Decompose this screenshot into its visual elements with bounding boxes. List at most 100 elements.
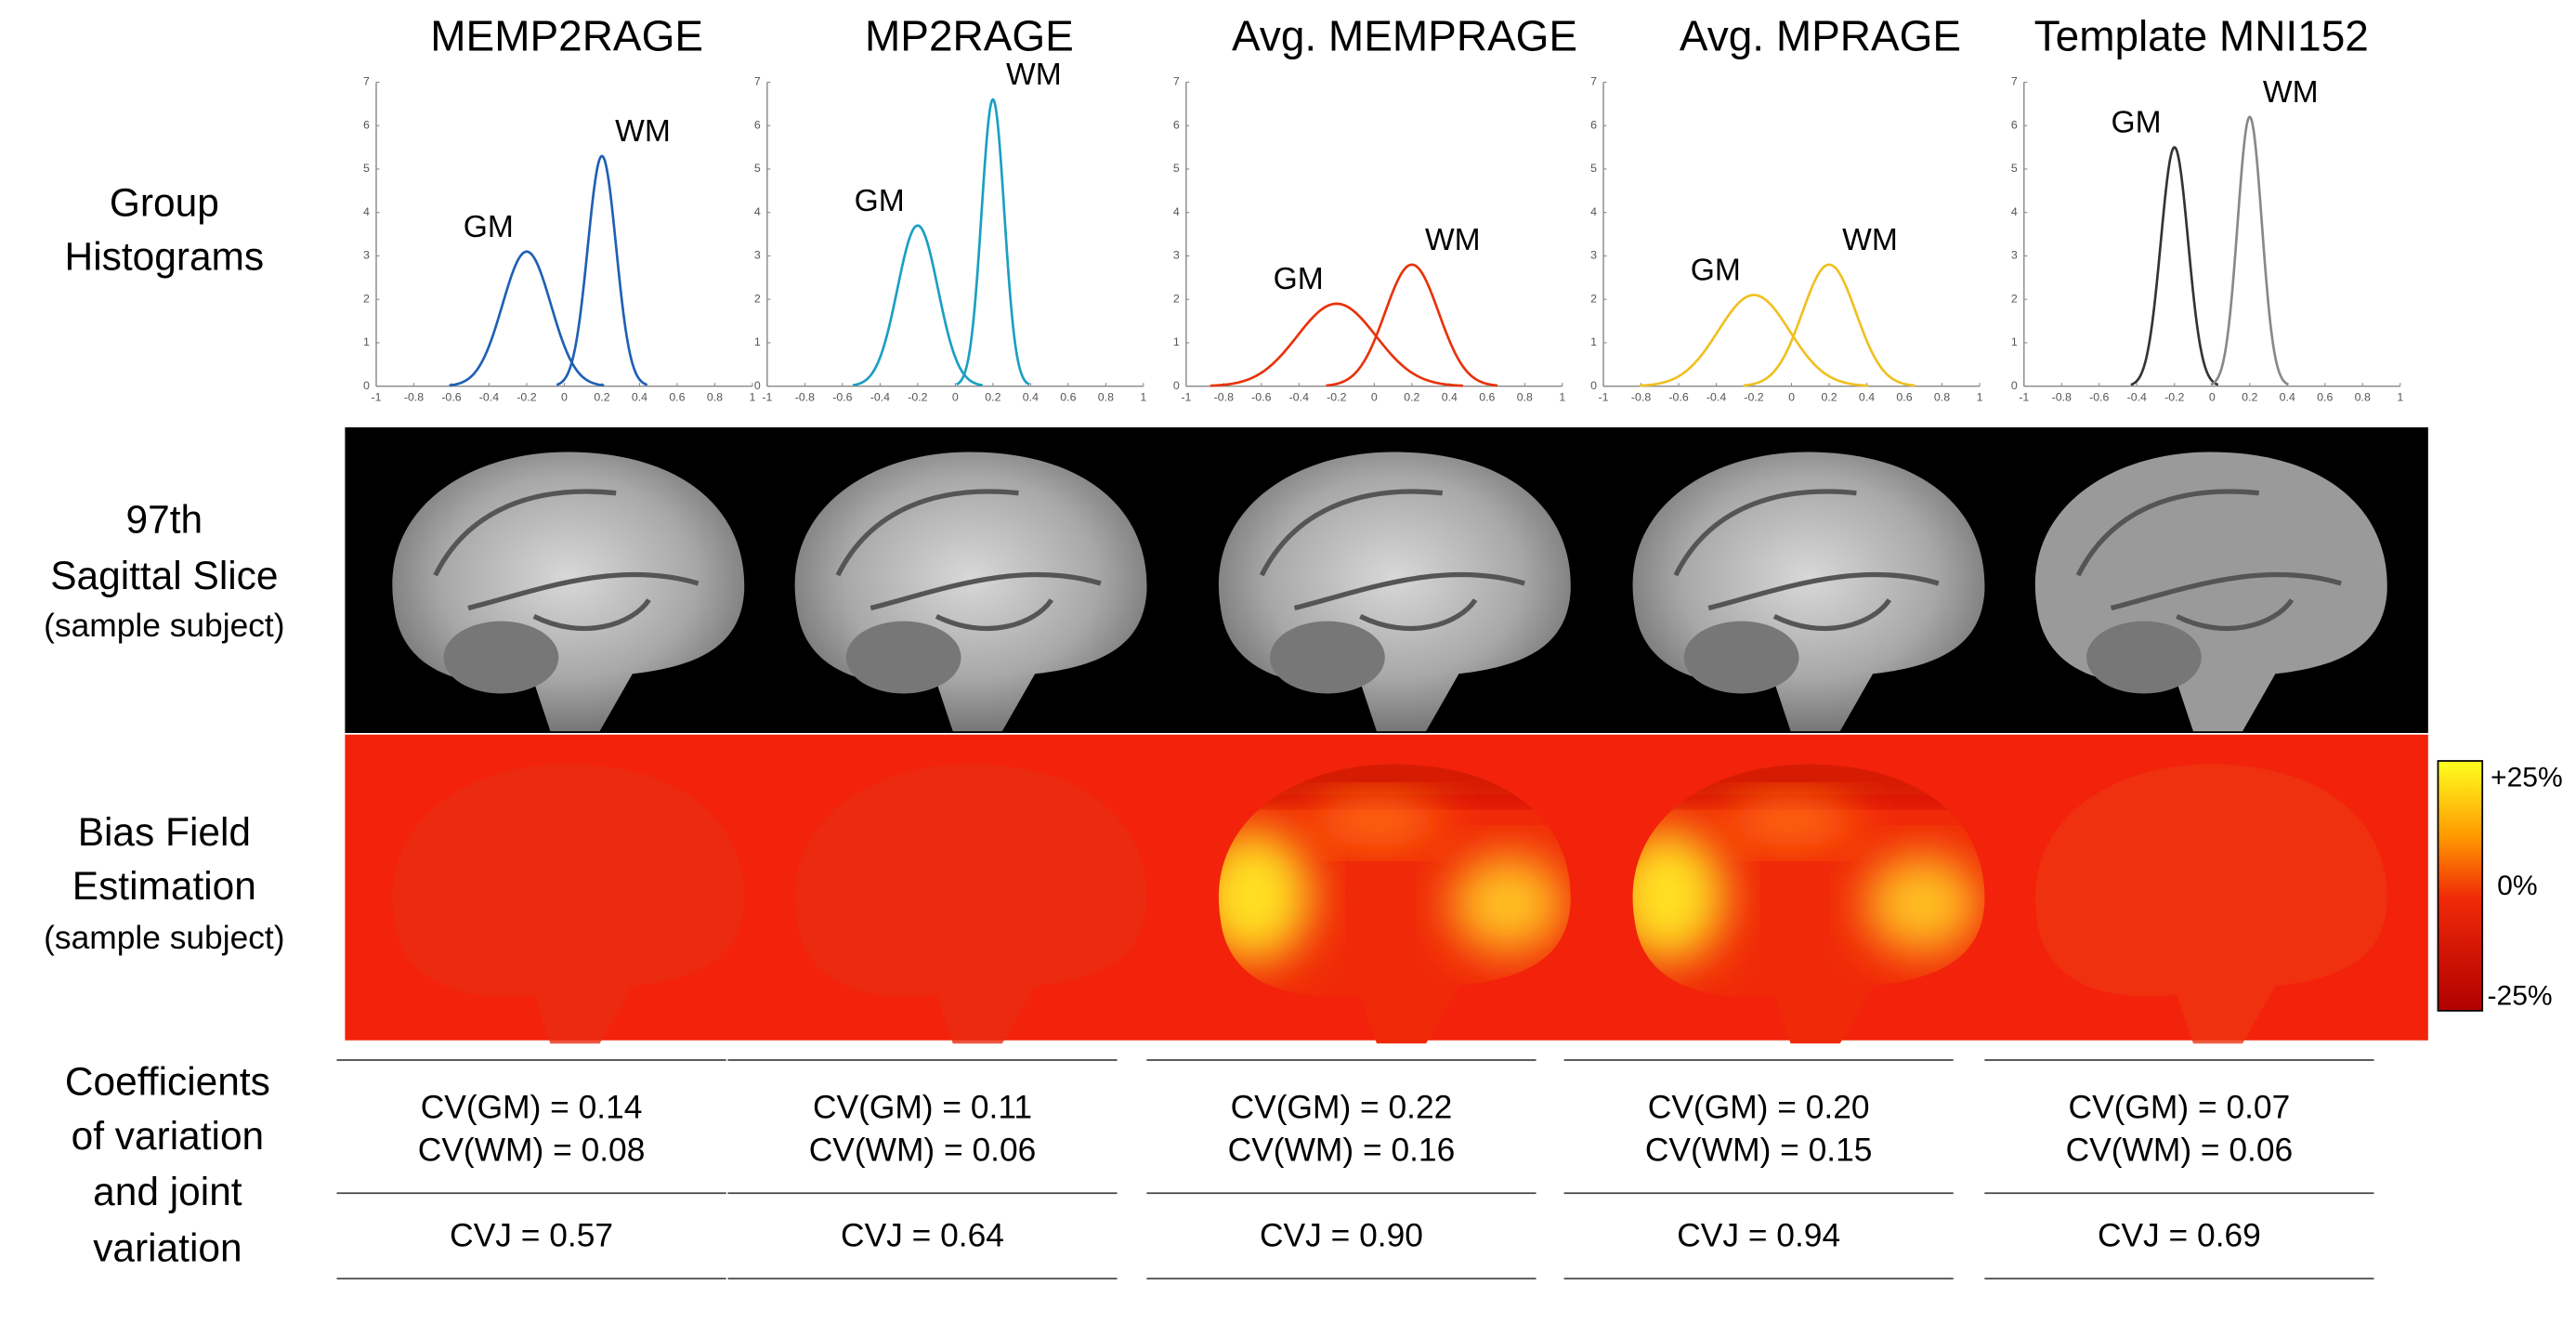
y-tick-label: 4	[363, 205, 370, 218]
brain-detail	[845, 621, 961, 694]
y-tick-label: 1	[363, 335, 370, 348]
y-tick-label: 0	[1173, 379, 1180, 392]
bias-hot	[1450, 854, 1566, 953]
histogram-curve	[556, 154, 648, 386]
cv-text: CV(GM) = 0.14	[421, 1089, 643, 1125]
brain-detail	[1673, 489, 1940, 632]
row-label: of variation	[72, 1114, 265, 1158]
brain-slice	[1632, 452, 1985, 732]
y-tick-label: 1	[1590, 335, 1597, 348]
y-tick-label: 4	[2011, 205, 2018, 218]
histogram-curve	[449, 250, 605, 387]
row-label: Group	[110, 180, 219, 224]
curve-label: WM	[1425, 223, 1481, 257]
x-tick-label: -0.8	[1631, 390, 1651, 403]
brain-slice	[1218, 452, 1571, 732]
y-tick-label: 5	[1173, 162, 1180, 175]
cv-text: CV(WM) = 0.15	[1645, 1132, 1873, 1168]
x-tick-label: -0.8	[404, 390, 424, 403]
x-tick-label: 0.2	[1404, 390, 1419, 403]
x-tick-label: 0.4	[1859, 390, 1875, 403]
bias-hot	[1632, 830, 1725, 962]
bias-hot	[1218, 830, 1312, 962]
y-tick-label: 3	[1590, 249, 1597, 262]
x-tick-label: 0.4	[1023, 390, 1039, 403]
x-tick-label: 1	[1559, 390, 1565, 403]
x-tick-label: -0.8	[1214, 390, 1234, 403]
row-label: and joint	[93, 1170, 242, 1213]
colorbar-label: 0%	[2497, 871, 2537, 901]
x-tick-label: 0.4	[2280, 390, 2295, 403]
x-tick-label: -0.2	[1744, 390, 1763, 403]
y-tick-label: 7	[363, 75, 370, 88]
x-tick-label: -0.4	[1289, 390, 1309, 403]
brain-detail	[2086, 621, 2202, 694]
y-tick-label: 6	[1173, 118, 1180, 131]
x-tick-label: -0.8	[2052, 390, 2072, 403]
x-tick-label: -0.4	[870, 390, 890, 403]
x-tick-label: -0.6	[1668, 390, 1688, 403]
x-tick-label: 0	[952, 390, 959, 403]
curve-label: GM	[1274, 262, 1324, 296]
y-tick-label: 5	[754, 162, 761, 175]
column-title: Template MNI152	[2034, 12, 2369, 60]
x-tick-label: 1	[2397, 390, 2403, 403]
cvj-text: CVJ = 0.64	[841, 1217, 1004, 1253]
x-tick-label: 0.8	[2355, 390, 2371, 403]
bias-hot	[1864, 854, 1981, 953]
row-label: Bias Field	[78, 810, 251, 854]
cv-text: CV(GM) = 0.22	[1231, 1089, 1453, 1125]
row-label: (sample subject)	[44, 608, 284, 644]
x-tick-label: 0.6	[1896, 390, 1912, 403]
y-tick-label: 4	[1173, 205, 1180, 218]
curve-label: GM	[2112, 106, 2162, 140]
x-tick-label: -0.2	[2164, 390, 2184, 403]
colorbar-label: +25%	[2491, 762, 2563, 792]
brain-detail	[1259, 489, 1525, 632]
x-tick-label: 0.4	[1442, 390, 1458, 403]
cv-text: CV(GM) = 0.11	[813, 1089, 1032, 1125]
column-title: MP2RAGE	[865, 12, 1074, 60]
bias-warm	[1311, 796, 1443, 847]
histogram-curve	[852, 224, 983, 386]
histogram-curve	[1326, 263, 1498, 387]
x-tick-label: -0.2	[517, 390, 536, 403]
y-tick-label: 7	[1173, 75, 1180, 88]
row-label: 97th	[126, 498, 203, 542]
y-tick-label: 3	[754, 249, 761, 262]
y-tick-label: 0	[363, 379, 370, 392]
row-label: variation	[93, 1225, 242, 1269]
y-tick-label: 7	[1590, 75, 1597, 88]
cv-text: CV(WM) = 0.06	[2066, 1132, 2294, 1168]
x-tick-label: 0.2	[2242, 390, 2257, 403]
x-tick-label: 0.6	[2317, 390, 2333, 403]
histogram-curve	[1743, 263, 1916, 387]
y-tick-label: 0	[754, 379, 761, 392]
colorbar-label: -25%	[2488, 981, 2553, 1012]
x-tick-label: -0.2	[908, 390, 927, 403]
x-tick-label: -0.2	[1327, 390, 1346, 403]
cvj-text: CVJ = 0.57	[450, 1217, 613, 1253]
y-tick-label: 2	[1590, 292, 1597, 305]
x-tick-label: 0.8	[1517, 390, 1533, 403]
y-tick-label: 2	[2011, 292, 2018, 305]
brain-slice	[392, 452, 745, 732]
y-tick-label: 6	[754, 118, 761, 131]
x-tick-label: 0.4	[632, 390, 647, 403]
x-tick-label: -0.6	[832, 390, 852, 403]
y-tick-label: 4	[754, 205, 761, 218]
x-tick-label: -0.8	[795, 390, 815, 403]
cv-text: CV(WM) = 0.08	[418, 1132, 646, 1168]
y-tick-label: 4	[1590, 205, 1597, 218]
x-tick-label: 0.8	[707, 390, 723, 403]
brain-slice	[794, 452, 1147, 732]
y-tick-label: 3	[363, 249, 370, 262]
x-tick-label: 0.8	[1098, 390, 1114, 403]
x-tick-label: 0	[561, 390, 568, 403]
x-tick-label: 0.6	[1479, 390, 1495, 403]
row-label: Estimation	[72, 864, 256, 908]
column-title: Avg. MPRAGE	[1680, 12, 1961, 60]
cvj-text: CVJ = 0.94	[1677, 1217, 1840, 1253]
cvj-text: CVJ = 0.69	[2098, 1217, 2261, 1253]
